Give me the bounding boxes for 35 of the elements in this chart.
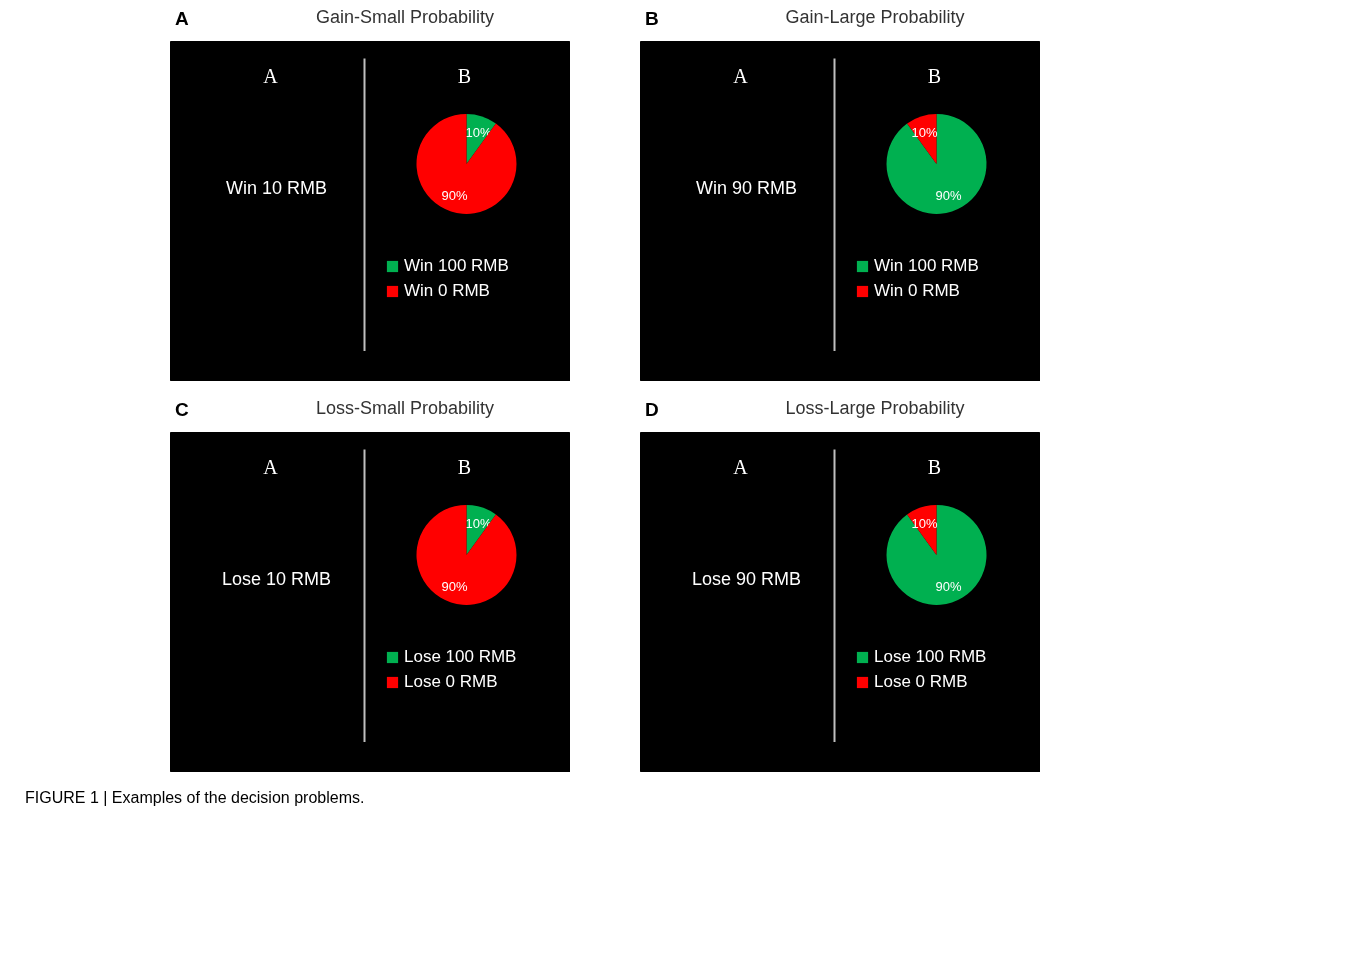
text: A <box>733 455 749 478</box>
legend-label: Lose 100 RMB <box>404 647 517 668</box>
legend-label: Win 100 RMB <box>874 256 979 277</box>
chart-title: Gain-Large Probability <box>785 6 965 29</box>
caption: FIGURE 1 | Examples of the decision problems. <box>25 788 365 809</box>
chart-title: Loss-Small Probability <box>315 397 495 421</box>
text: D <box>645 398 659 423</box>
text: B <box>457 455 472 478</box>
text: A <box>733 64 749 87</box>
text: Win 10 RMB <box>225 177 328 198</box>
text: C <box>175 398 189 423</box>
chart-title: Gain-Small Probability <box>315 6 495 29</box>
text: Lose 90 RMB <box>691 568 802 589</box>
text: A <box>175 7 189 31</box>
text: B <box>457 64 472 87</box>
data-label: 90% <box>441 579 468 595</box>
legend-label: Win 0 RMB <box>404 281 490 302</box>
legend-label: Lose 0 RMB <box>404 672 498 693</box>
text: B <box>645 7 659 31</box>
data-label: 90% <box>935 188 962 204</box>
data-label: 90% <box>441 188 468 204</box>
data-label: 90% <box>935 579 962 595</box>
legend-label: Win 0 RMB <box>874 281 960 302</box>
text: A <box>263 64 279 87</box>
text: Lose 10 RMB <box>221 568 332 589</box>
legend-label: Win 100 RMB <box>404 256 509 277</box>
text: Win 90 RMB <box>695 177 798 198</box>
data-label: 10% <box>911 125 938 141</box>
data-label: 10% <box>911 516 938 532</box>
text: B <box>927 455 942 478</box>
legend-label: Lose 100 RMB <box>874 647 987 668</box>
text: A <box>263 455 279 478</box>
chart-title: Loss-Large Probability <box>785 397 965 421</box>
text: B <box>927 64 942 87</box>
legend-label: Lose 0 RMB <box>874 672 968 693</box>
